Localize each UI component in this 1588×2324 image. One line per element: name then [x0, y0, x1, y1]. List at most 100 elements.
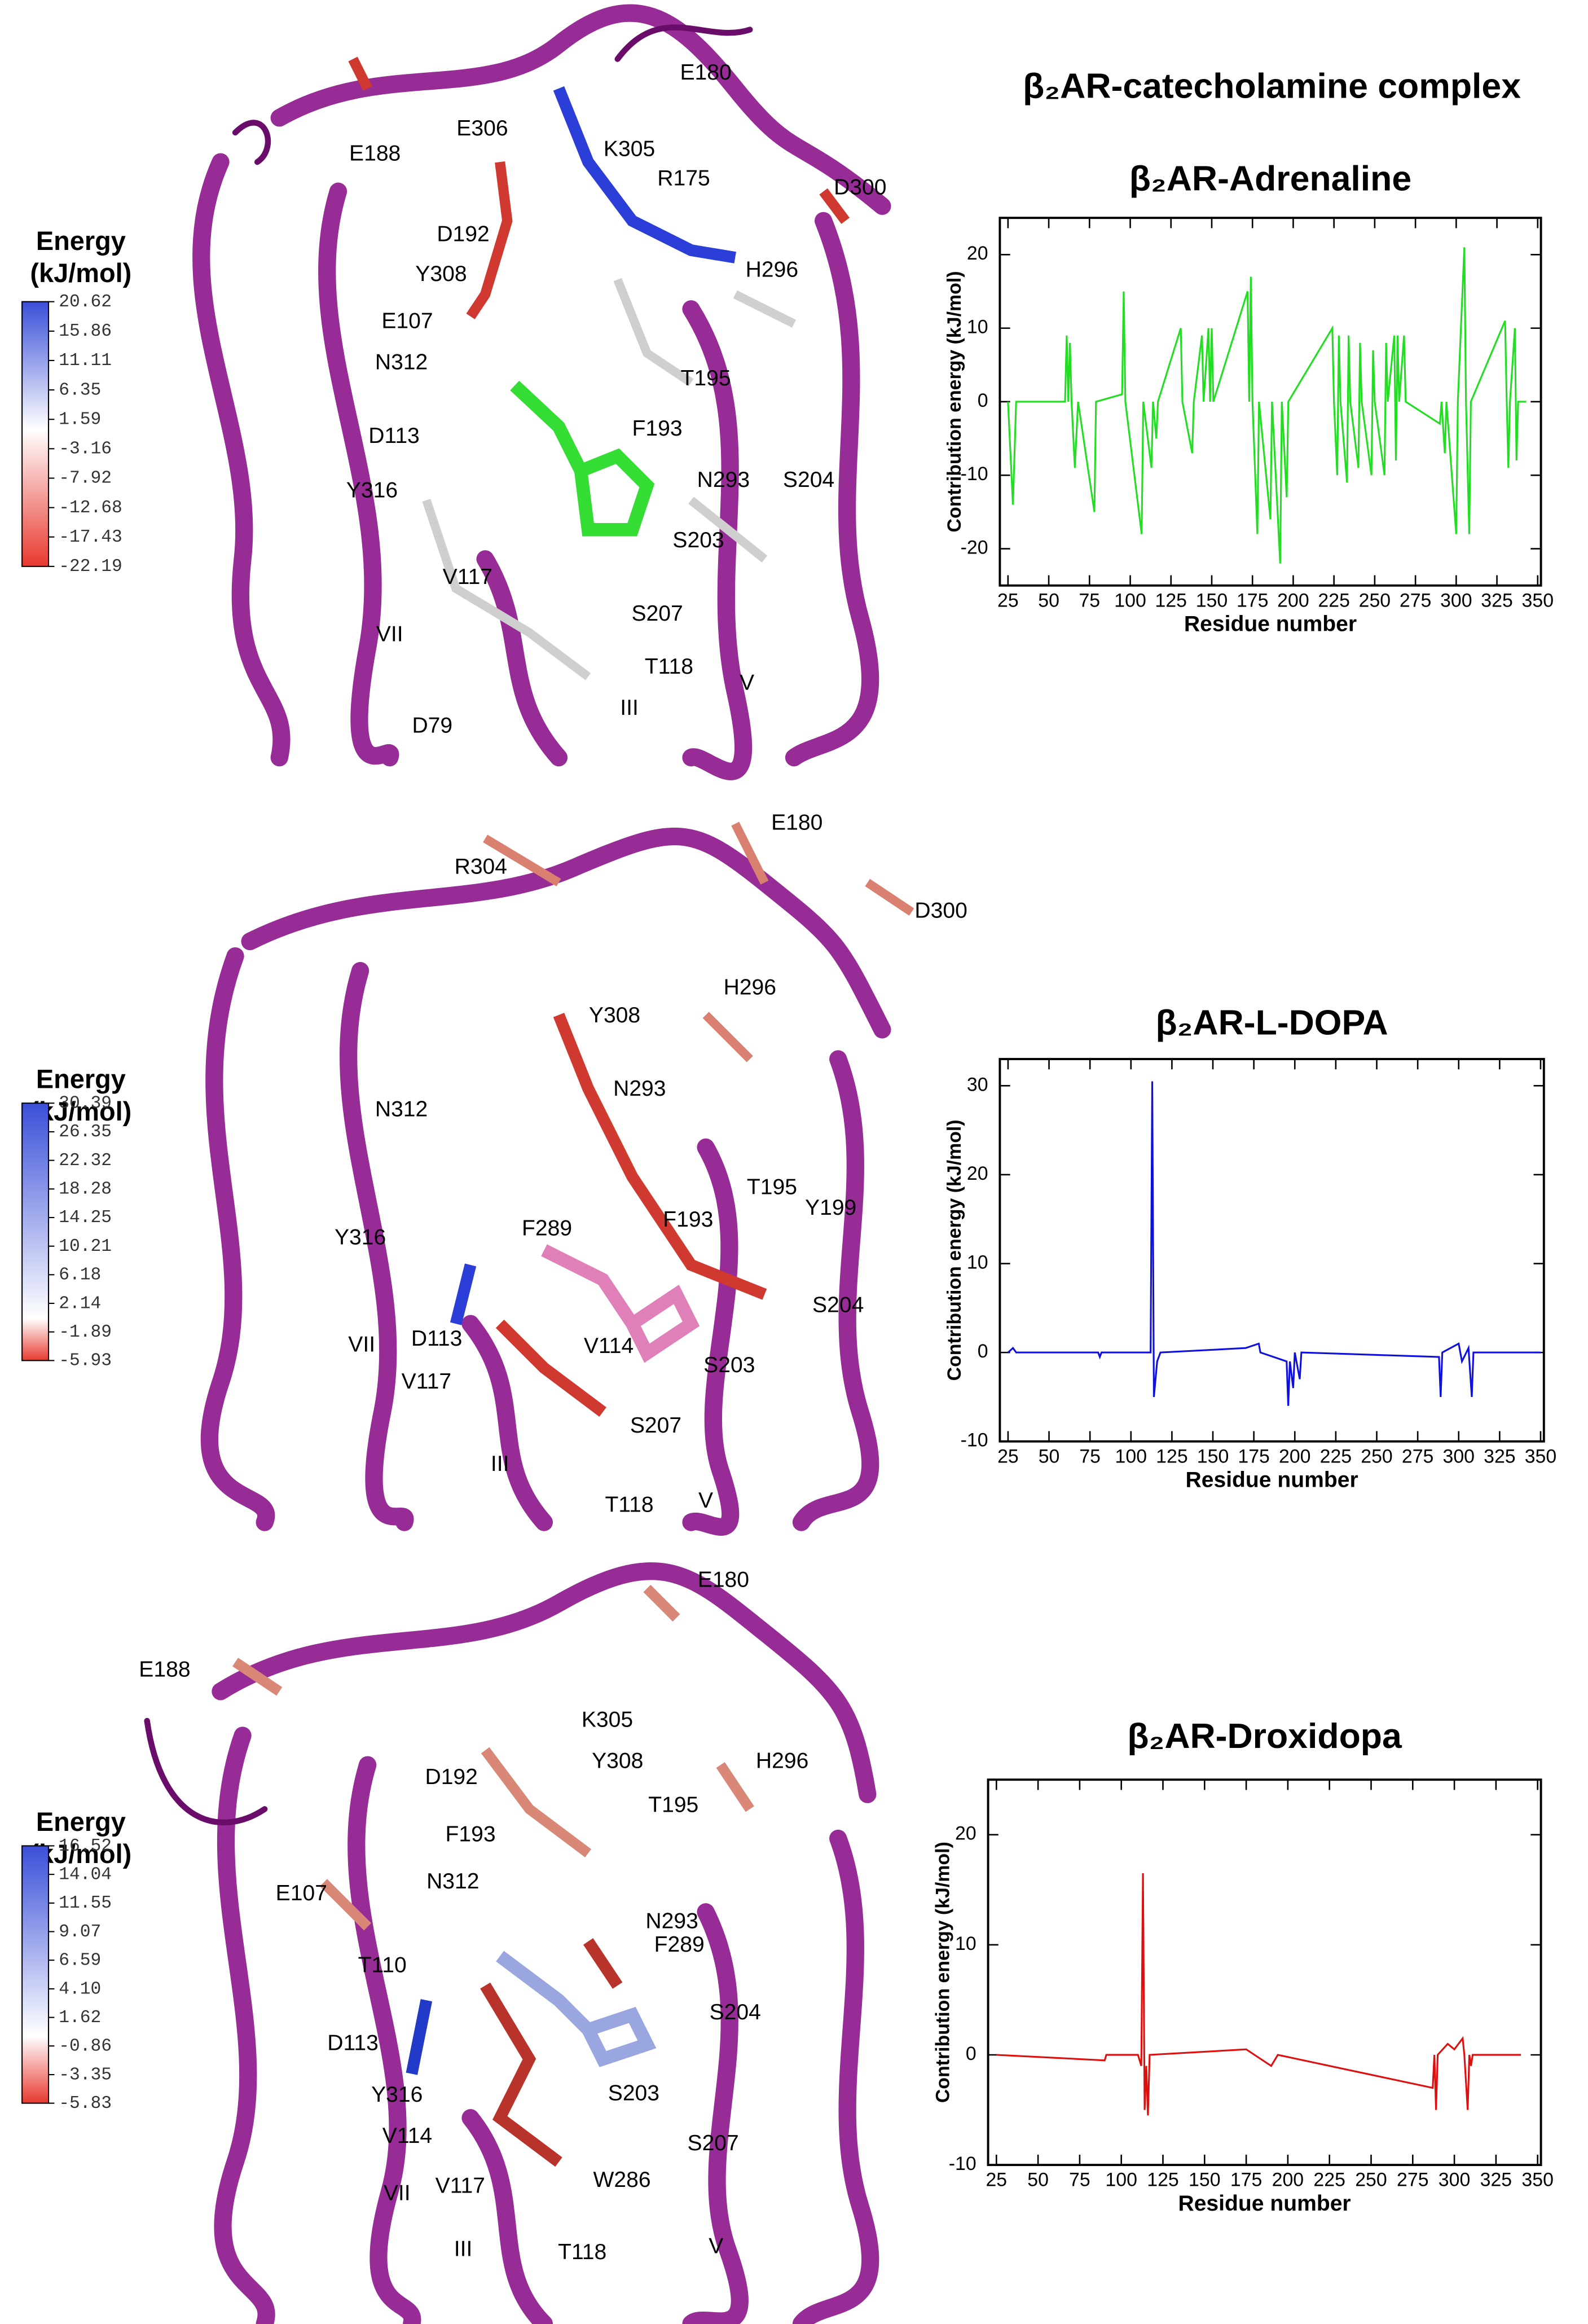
y-tick-label: -10 [961, 463, 988, 485]
colorbar-tick-label: -22.19 [59, 557, 122, 577]
residue-label: H296 [724, 975, 776, 999]
residue-label: Y316 [346, 478, 398, 502]
ligand-sticks [496, 1950, 657, 2067]
residue-label: T118 [558, 2240, 606, 2264]
ligand-sticks [510, 380, 655, 537]
y-axis-label: Contribution energy (kJ/mol) [932, 1842, 953, 2103]
x-axis-label: Residue number [1184, 612, 1357, 636]
y-tick-label: 10 [955, 1933, 976, 1954]
colorbar-tick-label: 6.35 [59, 380, 101, 400]
colorbar-tick-label: 9.07 [59, 1922, 101, 1942]
residue-label: S204 [783, 468, 834, 492]
residue-label: S204 [812, 1293, 864, 1317]
residue-label: T195 [747, 1175, 797, 1200]
colorbar-tick-label: 14.25 [59, 1208, 112, 1228]
residue-label: D300 [914, 899, 967, 923]
colorbar-tick-label: 22.32 [59, 1151, 112, 1171]
colorbar-tick-label: 14.04 [59, 1865, 112, 1884]
x-tick-label: 50 [1039, 1446, 1060, 1467]
colorbar-tick-label: 15.86 [59, 322, 112, 341]
residue-sticks [480, 1938, 623, 2167]
residue-label: Y316 [335, 1225, 386, 1249]
residue-label: F289 [522, 1216, 572, 1241]
y-tick-label: 0 [978, 390, 988, 411]
colorbar-title: Energy [36, 226, 126, 256]
residue-label: V [698, 1488, 713, 1513]
x-tick-label: 300 [1439, 2169, 1471, 2191]
helix-ribbon [347, 1756, 421, 2324]
residue-label: D79 [412, 713, 452, 737]
x-tick-label: 200 [1272, 2169, 1304, 2191]
y-axis-label: Contribution energy (kJ/mol) [944, 271, 965, 532]
residue-label: V114 [584, 1334, 634, 1358]
helix-ribbon [682, 1138, 740, 1536]
figure-title: β₂AR-catecholamine complex [1023, 66, 1521, 106]
loop-ribbon [241, 827, 891, 1039]
residue-label: N312 [375, 350, 428, 375]
residue-sticks [422, 278, 796, 680]
residue-label: E188 [139, 1658, 190, 1682]
residue-label: V117 [402, 1369, 451, 1394]
residue-label: W286 [593, 2168, 650, 2192]
residue-label: F193 [663, 1207, 713, 1232]
residue-label: T195 [648, 1793, 698, 1817]
residue-label: D113 [368, 424, 420, 448]
residue-label: T118 [605, 1493, 653, 1517]
residue-label: E306 [456, 116, 508, 140]
residue-label: E188 [349, 141, 401, 165]
residue-label: S203 [703, 1353, 755, 1377]
colorbar-tick-label: 20.62 [59, 292, 112, 312]
chart-title: β₂AR-Adrenaline [1129, 159, 1411, 198]
colorbar-tick-label: -12.68 [59, 498, 122, 518]
x-tick-label: 275 [1397, 2169, 1429, 2191]
residue-label: VII [384, 2181, 411, 2206]
helix-ribbon [339, 962, 414, 1531]
y-tick-label: 0 [978, 1341, 988, 1362]
protein-structures [144, 4, 914, 2324]
residue-label: VII [348, 1333, 375, 1357]
x-tick-label: 175 [1230, 2169, 1263, 2191]
helix-ribbon [792, 1829, 879, 2324]
x-tick-label: 250 [1359, 590, 1391, 611]
x-tick-label: 125 [1155, 590, 1187, 611]
residue-sticks [553, 86, 736, 263]
data-line [996, 1873, 1521, 2116]
helix-ribbon [318, 182, 399, 767]
residue-label: V117 [436, 2174, 485, 2198]
x-tick-label: 250 [1361, 1446, 1393, 1467]
residue-label: III [620, 696, 639, 720]
x-tick-label: 275 [1402, 1446, 1434, 1467]
residue-sticks [348, 56, 850, 319]
residue-label: VII [376, 622, 403, 647]
loop-ribbon [212, 1562, 877, 1803]
residue-label: Y308 [415, 262, 467, 286]
x-tick-label: 175 [1237, 590, 1269, 611]
helix-ribbon [785, 212, 879, 767]
colorbar-tick-label: -7.92 [59, 469, 112, 489]
ligand-sticks [541, 1244, 700, 1363]
y-tick-label: 10 [967, 317, 988, 338]
helix-ribbon [461, 1315, 553, 1531]
x-tick-label: 200 [1277, 590, 1309, 611]
colorbar-title: (kJ/mol) [30, 258, 131, 288]
colorbar-tick-label: 6.18 [59, 1266, 101, 1285]
loop-ribbon [144, 1717, 268, 1826]
colorbar-tick-label: -5.83 [59, 2094, 112, 2114]
residue-label: S207 [688, 2131, 739, 2155]
data-line [1007, 247, 1527, 564]
x-tick-label: 250 [1355, 2169, 1387, 2191]
colorbar-title: Energy [36, 1807, 126, 1837]
residue-label: E107 [381, 309, 433, 333]
residue-label: S207 [630, 1413, 681, 1438]
helix-ribbon [192, 153, 291, 767]
residue-label: H296 [746, 257, 798, 282]
residue-label: R175 [657, 166, 710, 191]
x-tick-label: 300 [1442, 1446, 1475, 1467]
residue-label: Y199 [805, 1196, 856, 1220]
residue-label: S204 [710, 2000, 761, 2024]
x-tick-label: 75 [1079, 1446, 1101, 1467]
colorbar-tick-label: 2.14 [59, 1294, 101, 1313]
colorbar [21, 1102, 50, 1361]
colorbar-tick-label: 6.59 [59, 1950, 101, 1970]
